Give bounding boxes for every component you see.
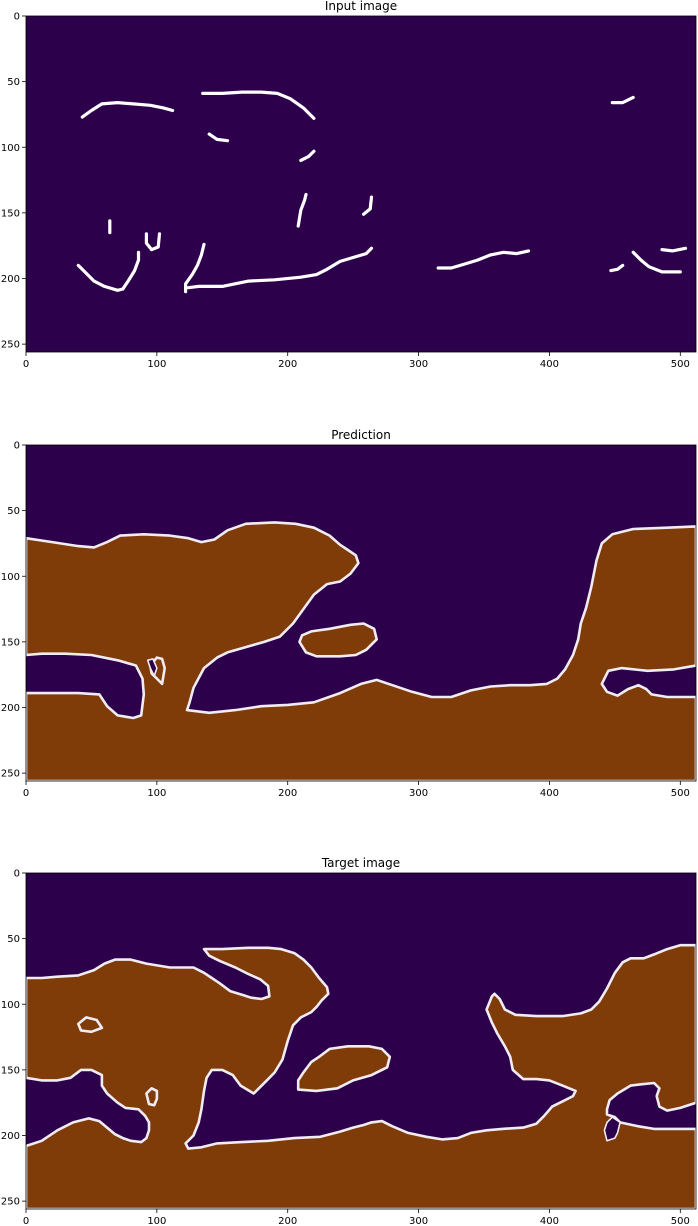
prediction-x-tick-label-500: 500 [671,788,690,799]
prediction-y-tick-label-0: 0 [14,441,20,452]
prediction-hole-0 [146,658,158,677]
prediction-x-tick-label-300: 300 [409,788,428,799]
input-image-stroke-10 [184,242,206,294]
input-image-stroke-13 [610,95,635,105]
target-image-y-tick-label-0: 0 [14,869,20,880]
input-image-stroke-9 [121,250,141,291]
input-image-stroke-5 [362,195,374,216]
input-image-stroke-7 [144,232,162,252]
target-image-title: Target image [321,856,400,870]
input-image-x-tick-label-200: 200 [278,359,297,370]
input-image-stroke-0 [80,101,175,119]
target-image-y-tick-label-150: 150 [1,1065,20,1076]
input-image-stroke-12 [436,249,531,270]
prediction-frame [25,444,697,782]
prediction-x-tick-label-100: 100 [147,788,166,799]
input-image-x-tick-label-0: 0 [23,359,29,370]
target-image-hole-0 [603,1116,621,1142]
prediction-region-0 [26,521,696,781]
input-image-stroke-1 [201,90,316,120]
input-image-background [26,16,696,352]
prediction-region-1 [298,622,378,658]
prediction-x-tick-label-200: 200 [278,788,297,799]
input-image-y-tick-label-200: 200 [1,274,20,285]
target-image-region-0 [26,943,696,1209]
target-image-image-area [26,873,696,1209]
input-image-x-tick-label-100: 100 [147,359,166,370]
target-image-frame [25,872,697,1210]
prediction-y-tick-label-150: 150 [1,637,20,648]
prediction-image-area [26,445,696,781]
prediction-y-tick-label-200: 200 [1,703,20,714]
target-image-x-tick-label-400: 400 [540,1216,559,1226]
input-image-stroke-11 [186,246,374,290]
input-image-panel: Input image 0 100 200 300 400 500 0 50 100 150 200 2… [1,0,697,370]
input-image-x-tick-label-300: 300 [409,359,428,370]
input-image-x-tick-label-400: 400 [540,359,559,370]
target-image-y-tick-label-250: 250 [1,1197,20,1208]
input-image-title: Input image [325,0,397,13]
target-image-panel: Target image 0 100 200 300 400 500 0 50 100 150 200… [1,856,697,1226]
input-image-stroke-15 [631,250,682,274]
input-image-y-tick-label-150: 150 [1,208,20,219]
input-image-stroke-16 [660,246,688,253]
input-image-y-tick-label-100: 100 [1,143,20,154]
prediction-x-tick-label-400: 400 [540,788,559,799]
target-image-x-tick-label-300: 300 [409,1216,428,1226]
input-image-stroke-14 [609,263,625,273]
input-image-y-tick-label-50: 50 [7,77,20,88]
target-image-region-3 [145,1087,159,1107]
input-image-image-area [26,16,696,352]
target-image-x-tick-label-500: 500 [671,1216,690,1226]
prediction-y-tick-label-50: 50 [7,506,20,517]
prediction-y-tick-label-100: 100 [1,572,20,583]
target-image-y-tick-label-50: 50 [7,934,20,945]
prediction-panel: Prediction 0 100 200 300 400 500 0 50 100 150 200 25… [1,428,697,799]
input-image-stroke-2 [207,132,230,143]
target-image-region-1 [296,1045,392,1093]
target-image-y-tick-label-200: 200 [1,1131,20,1142]
prediction-x-tick-label-0: 0 [23,788,29,799]
input-image-y-tick-label-250: 250 [1,340,20,351]
input-image-frame [25,15,697,353]
target-image-x-tick-label-200: 200 [278,1216,297,1226]
input-image-stroke-3 [299,149,316,162]
prediction-title: Prediction [331,428,391,442]
input-image-x-tick-label-500: 500 [671,359,690,370]
prediction-y-tick-label-250: 250 [1,769,20,780]
target-image-x-tick-label-100: 100 [147,1216,166,1226]
input-image-stroke-8 [76,263,125,292]
target-image-region-2 [77,1016,104,1034]
input-image-y-tick-label-0: 0 [14,12,20,23]
target-image-x-tick-label-0: 0 [23,1216,29,1226]
target-image-y-tick-label-100: 100 [1,1000,20,1011]
input-image-stroke-4 [296,192,308,228]
